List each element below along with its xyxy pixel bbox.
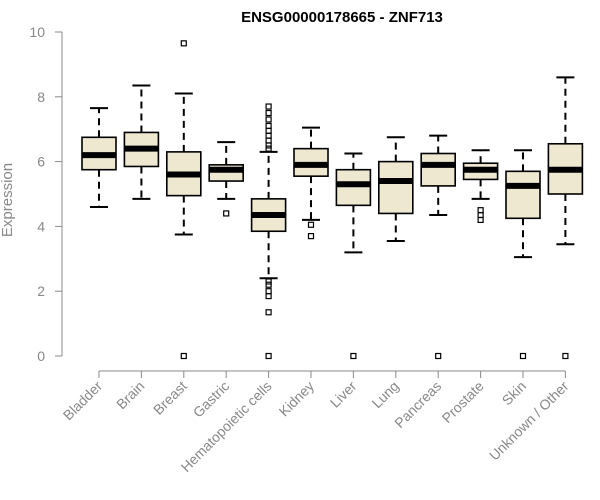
outlier-point <box>180 40 187 47</box>
x-tick-label: Prostate <box>439 378 487 426</box>
outlier-point <box>519 352 527 360</box>
y-tick-label: 0 <box>37 348 45 364</box>
outlier-point <box>307 233 315 240</box>
box-series <box>81 40 584 360</box>
outlier-point <box>265 352 272 360</box>
box-group <box>377 136 414 242</box>
box-group <box>293 126 329 240</box>
box-group <box>81 107 117 208</box>
outlier-point <box>265 127 272 134</box>
box-group <box>547 76 584 360</box>
outlier-point <box>265 103 272 110</box>
outlier-point <box>265 278 272 285</box>
outlier-point <box>265 116 272 123</box>
outlier-point <box>265 109 272 117</box>
box-group <box>208 141 244 217</box>
box-group <box>505 149 541 360</box>
x-tick-label: Bladder <box>60 378 106 424</box>
box-group <box>420 134 457 360</box>
x-tick-label: Brain <box>113 378 147 412</box>
y-tick-label: 8 <box>37 89 45 105</box>
y-tick-label: 4 <box>37 218 45 234</box>
outlier-point <box>307 221 315 228</box>
outlier-point <box>562 352 569 360</box>
outlier-point <box>350 352 357 360</box>
x-tick-label: Lung <box>369 378 402 411</box>
x-tick-label: Kidney <box>276 378 318 420</box>
x-tick-label: Liver <box>327 378 360 411</box>
chart-title: ENSG00000178665 - ZNF713 <box>241 9 443 26</box>
outlier-point <box>265 292 272 300</box>
y-tick-label: 6 <box>37 154 45 170</box>
box-group <box>123 84 160 200</box>
y-axis: 0 2 4 6 8 10 <box>29 24 63 364</box>
y-tick-label: 2 <box>37 283 45 299</box>
y-axis-label: Expression <box>0 163 16 237</box>
outlier-point <box>223 210 230 217</box>
box-iqr <box>335 168 372 207</box>
x-tick-label: Unknown / Other <box>486 378 572 464</box>
outlier-point <box>265 122 272 130</box>
box-iqr <box>377 160 414 215</box>
box-group <box>250 103 287 360</box>
outlier-point <box>477 216 484 224</box>
outlier-point <box>265 309 272 316</box>
box-group <box>462 149 499 224</box>
outlier-point <box>265 137 272 144</box>
outlier-point <box>265 145 272 152</box>
outlier-point <box>477 211 484 219</box>
outlier-point <box>180 352 187 360</box>
outlier-point <box>435 352 442 360</box>
x-tick-label: Pancreas <box>391 378 444 431</box>
y-tick-label: 10 <box>29 24 45 40</box>
outlier-point <box>265 132 272 139</box>
box-iqr <box>420 152 457 187</box>
outlier-point <box>265 288 272 295</box>
box-group <box>166 40 202 360</box>
x-tick-label: Skin <box>499 378 530 409</box>
box-group <box>335 152 372 360</box>
box-iqr <box>505 170 541 220</box>
outlier-point <box>477 207 484 214</box>
x-tick-label: Breast <box>150 378 190 418</box>
outlier-point <box>265 281 272 288</box>
outlier-point <box>265 142 272 149</box>
